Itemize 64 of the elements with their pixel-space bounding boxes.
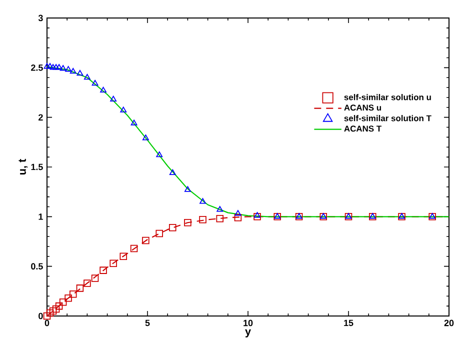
point [169,169,176,175]
point [120,252,128,260]
point [50,64,56,70]
point [184,186,191,192]
y-tick-label: 2.5 [31,64,43,71]
y-tick-label: 0 [38,312,43,320]
point [100,266,107,274]
legend-label: self-similar solution T [344,115,432,122]
point [184,218,192,226]
point [59,298,67,306]
y-tick-label: 3 [38,14,43,22]
y-tick-label: 1.5 [31,164,43,170]
point [56,64,62,70]
point [199,216,206,224]
legend-label: ACANS T [344,126,382,132]
y-tick-label: 0.5 [31,263,43,270]
point [130,244,138,252]
point [76,70,84,76]
point [120,106,127,112]
x-axis-title: y [245,329,251,338]
point [156,151,163,158]
x-tick-label: 10 [244,320,253,326]
point [55,302,63,310]
point [110,260,117,267]
x-tick-label: 5 [145,320,150,326]
point [142,236,150,244]
y-axis-title: u, t [18,158,28,175]
point [60,65,66,71]
point [142,134,149,140]
point [44,63,50,69]
point [91,274,99,282]
point [70,68,76,74]
point [234,210,242,216]
point [216,215,224,222]
y-tick-label: 2 [38,114,43,120]
x-tick-label: 0 [44,320,50,326]
point [216,206,224,212]
point [234,214,242,222]
point [46,63,54,69]
x-tick-label: 15 [344,320,354,326]
point [52,305,60,313]
point [110,96,117,102]
point [200,198,206,204]
point [168,224,176,232]
point [64,294,72,302]
point [84,280,91,287]
point [69,290,77,298]
point [43,312,51,320]
point [100,86,106,93]
point [46,309,54,317]
point [130,120,138,126]
point [254,212,260,218]
point [254,213,261,220]
point [84,74,90,80]
legend-label: self-similar solution u [344,94,431,100]
point [156,230,163,238]
point [76,284,84,292]
y-tick-label: 1 [38,214,43,220]
legend-label: ACANS u [344,104,382,111]
point [49,307,57,315]
point [65,66,72,72]
point [52,64,60,70]
x-tick-label: 20 [444,320,454,326]
point [92,80,98,86]
